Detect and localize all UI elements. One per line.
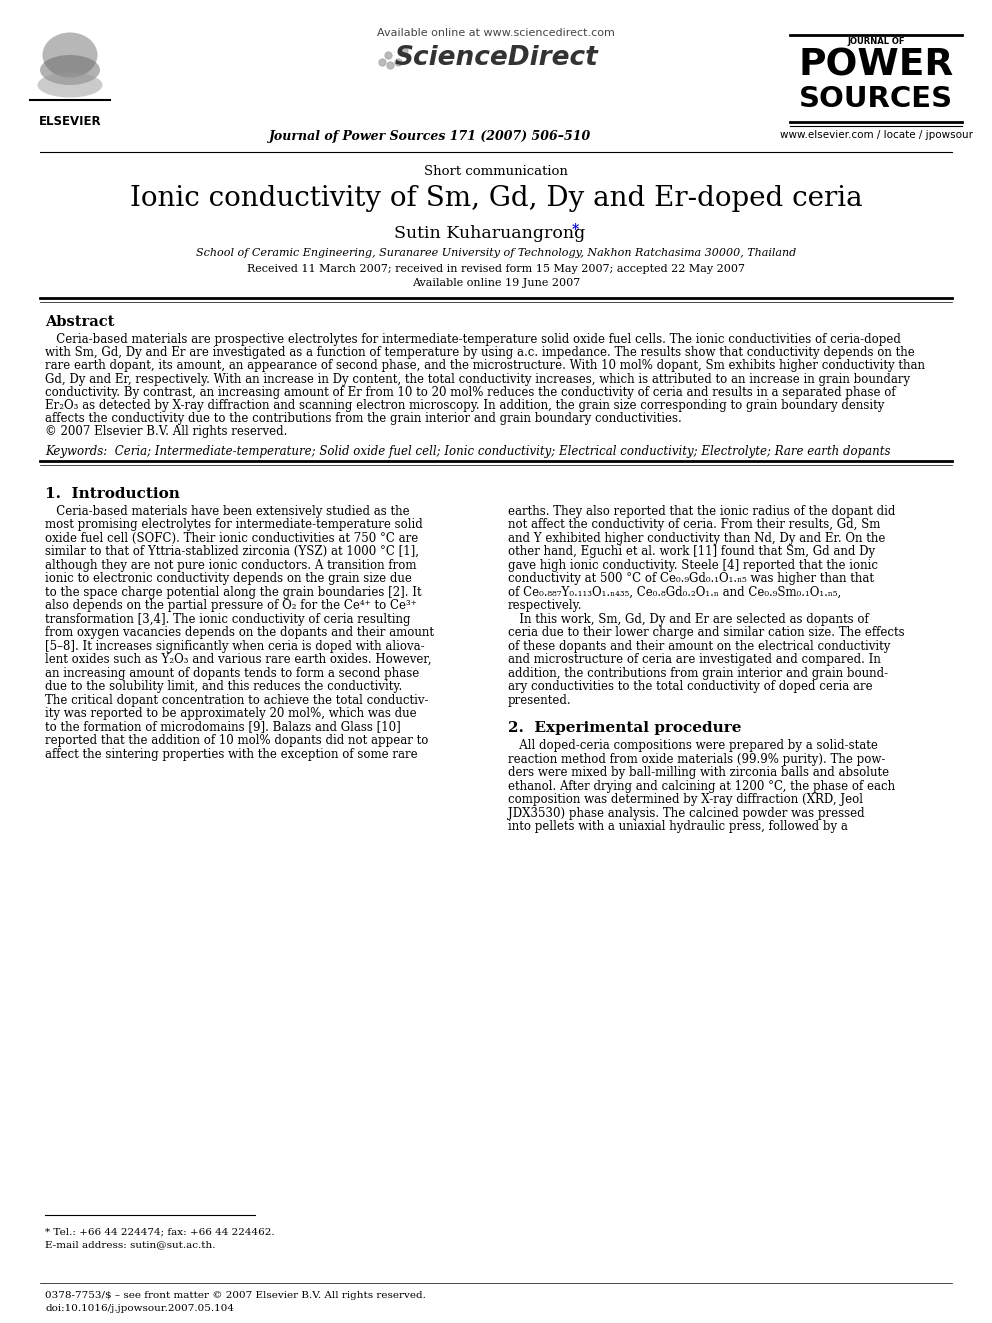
Text: [5–8]. It increases significantly when ceria is doped with aliova-: [5–8]. It increases significantly when c… xyxy=(45,639,425,652)
Text: rare earth dopant, its amount, an appearance of second phase, and the microstruc: rare earth dopant, its amount, an appear… xyxy=(45,360,925,372)
Text: 0378-7753/$ – see front matter © 2007 Elsevier B.V. All rights reserved.: 0378-7753/$ – see front matter © 2007 El… xyxy=(45,1291,426,1301)
Text: transformation [3,4]. The ionic conductivity of ceria resulting: transformation [3,4]. The ionic conducti… xyxy=(45,613,411,626)
Text: other hand, Eguchi et al. work [11] found that Sm, Gd and Dy: other hand, Eguchi et al. work [11] foun… xyxy=(508,545,875,558)
Text: Available online 19 June 2007: Available online 19 June 2007 xyxy=(412,278,580,288)
Text: into pellets with a uniaxial hydraulic press, followed by a: into pellets with a uniaxial hydraulic p… xyxy=(508,820,848,833)
Ellipse shape xyxy=(43,33,97,78)
Text: affect the sintering properties with the exception of some rare: affect the sintering properties with the… xyxy=(45,747,418,761)
Text: to the space charge potential along the grain boundaries [2]. It: to the space charge potential along the … xyxy=(45,586,422,598)
Text: JDX3530) phase analysis. The calcined powder was pressed: JDX3530) phase analysis. The calcined po… xyxy=(508,807,865,820)
Text: and microstructure of ceria are investigated and compared. In: and microstructure of ceria are investig… xyxy=(508,654,881,665)
Text: Abstract: Abstract xyxy=(45,315,114,329)
Text: affects the conductivity due to the contributions from the grain interior and gr: affects the conductivity due to the cont… xyxy=(45,413,682,425)
Text: POWER: POWER xyxy=(799,48,953,83)
Text: lent oxides such as Y₂O₃ and various rare earth oxides. However,: lent oxides such as Y₂O₃ and various rar… xyxy=(45,654,432,665)
Text: similar to that of Yttria-stablized zirconia (YSZ) at 1000 °C [1],: similar to that of Yttria-stablized zirc… xyxy=(45,545,419,558)
Text: Available online at www.sciencedirect.com: Available online at www.sciencedirect.co… xyxy=(377,28,615,38)
Text: respectively.: respectively. xyxy=(508,599,582,613)
Text: from oxygen vacancies depends on the dopants and their amount: from oxygen vacancies depends on the dop… xyxy=(45,626,434,639)
Text: reported that the addition of 10 mol% dopants did not appear to: reported that the addition of 10 mol% do… xyxy=(45,734,429,747)
Text: www.elsevier.com / locate / jpowsour: www.elsevier.com / locate / jpowsour xyxy=(780,130,972,140)
Text: Keywords:  Ceria; Intermediate-temperature; Solid oxide fuel cell; Ionic conduct: Keywords: Ceria; Intermediate-temperatur… xyxy=(45,445,891,458)
Text: © 2007 Elsevier B.V. All rights reserved.: © 2007 Elsevier B.V. All rights reserved… xyxy=(45,426,288,438)
Text: *: * xyxy=(572,224,579,237)
Text: JOURNAL OF: JOURNAL OF xyxy=(847,37,905,46)
Text: composition was determined by X-ray diffraction (XRD, Jeol: composition was determined by X-ray diff… xyxy=(508,792,863,806)
Text: Er₂O₃ as detected by X-ray diffraction and scanning electron microscopy. In addi: Er₂O₃ as detected by X-ray diffraction a… xyxy=(45,400,885,411)
Text: oxide fuel cell (SOFC). Their ionic conductivities at 750 °C are: oxide fuel cell (SOFC). Their ionic cond… xyxy=(45,532,419,545)
Text: an increasing amount of dopants tends to form a second phase: an increasing amount of dopants tends to… xyxy=(45,667,420,680)
Text: E-mail address: sutin@sut.ac.th.: E-mail address: sutin@sut.ac.th. xyxy=(45,1240,215,1249)
Text: Ceria-based materials have been extensively studied as the: Ceria-based materials have been extensiv… xyxy=(45,504,410,517)
Text: ders were mixed by ball-milling with zirconia balls and absolute: ders were mixed by ball-milling with zir… xyxy=(508,766,889,779)
Text: to the formation of microdomains [9]. Balazs and Glass [10]: to the formation of microdomains [9]. Ba… xyxy=(45,721,401,733)
Text: of these dopants and their amount on the electrical conductivity: of these dopants and their amount on the… xyxy=(508,639,891,652)
Text: ity was reported to be approximately 20 mol%, which was due: ity was reported to be approximately 20 … xyxy=(45,706,417,720)
Text: Ionic conductivity of Sm, Gd, Dy and Er-doped ceria: Ionic conductivity of Sm, Gd, Dy and Er-… xyxy=(130,185,862,212)
Text: ary conductivities to the total conductivity of doped ceria are: ary conductivities to the total conducti… xyxy=(508,680,873,693)
Text: most promising electrolytes for intermediate-temperature solid: most promising electrolytes for intermed… xyxy=(45,519,423,531)
Text: addition, the contributions from grain interior and grain bound-: addition, the contributions from grain i… xyxy=(508,667,888,680)
Text: 2.  Experimental procedure: 2. Experimental procedure xyxy=(508,721,741,736)
Text: doi:10.1016/j.jpowsour.2007.05.104: doi:10.1016/j.jpowsour.2007.05.104 xyxy=(45,1304,234,1312)
Text: also depends on the partial pressure of O₂ for the Ce⁴⁺ to Ce³⁺: also depends on the partial pressure of … xyxy=(45,599,417,613)
Text: SOURCES: SOURCES xyxy=(799,85,953,112)
Text: gave high ionic conductivity. Steele [4] reported that the ionic: gave high ionic conductivity. Steele [4]… xyxy=(508,558,878,572)
Text: Short communication: Short communication xyxy=(424,165,568,179)
Text: 1.  Introduction: 1. Introduction xyxy=(45,487,180,500)
Text: The critical dopant concentration to achieve the total conductiv-: The critical dopant concentration to ach… xyxy=(45,693,429,706)
Text: conductivity at 500 °C of Ce₀.₉Gd₀.₁O₁.ₙ₅ was higher than that: conductivity at 500 °C of Ce₀.₉Gd₀.₁O₁.ₙ… xyxy=(508,572,874,585)
Text: ethanol. After drying and calcining at 1200 °C, the phase of each: ethanol. After drying and calcining at 1… xyxy=(508,779,895,792)
Text: Ceria-based materials are prospective electrolytes for intermediate-temperature : Ceria-based materials are prospective el… xyxy=(45,333,901,347)
Text: ScienceDirect: ScienceDirect xyxy=(394,45,598,71)
Ellipse shape xyxy=(40,56,100,85)
Text: not affect the conductivity of ceria. From their results, Gd, Sm: not affect the conductivity of ceria. Fr… xyxy=(508,519,880,531)
Text: conductivity. By contrast, an increasing amount of Er from 10 to 20 mol% reduces: conductivity. By contrast, an increasing… xyxy=(45,386,896,398)
Text: Gd, Dy and Er, respectively. With an increase in Dy content, the total conductiv: Gd, Dy and Er, respectively. With an inc… xyxy=(45,373,910,385)
Text: presented.: presented. xyxy=(508,693,571,706)
Text: Journal of Power Sources 171 (2007) 506–510: Journal of Power Sources 171 (2007) 506–… xyxy=(269,130,591,143)
Text: School of Ceramic Engineering, Suranaree University of Technology, Nakhon Ratcha: School of Ceramic Engineering, Suranaree… xyxy=(195,247,797,258)
Text: although they are not pure ionic conductors. A transition from: although they are not pure ionic conduct… xyxy=(45,558,417,572)
Ellipse shape xyxy=(38,73,102,98)
Text: Sutin Kuharuangrong: Sutin Kuharuangrong xyxy=(395,225,585,242)
Text: * Tel.: +66 44 224474; fax: +66 44 224462.: * Tel.: +66 44 224474; fax: +66 44 22446… xyxy=(45,1226,275,1236)
Text: In this work, Sm, Gd, Dy and Er are selected as dopants of: In this work, Sm, Gd, Dy and Er are sele… xyxy=(508,613,869,626)
Text: earths. They also reported that the ionic radius of the dopant did: earths. They also reported that the ioni… xyxy=(508,504,896,517)
Text: reaction method from oxide materials (99.9% purity). The pow-: reaction method from oxide materials (99… xyxy=(508,753,886,766)
Text: ionic to electronic conductivity depends on the grain size due: ionic to electronic conductivity depends… xyxy=(45,572,412,585)
Text: Received 11 March 2007; received in revised form 15 May 2007; accepted 22 May 20: Received 11 March 2007; received in revi… xyxy=(247,265,745,274)
Text: of Ce₀.₈₈₇Y₀.₁₁₃O₁.ₙ₄₃₅, Ce₀.₈Gd₀.₂O₁.ₙ and Ce₀.₉Sm₀.₁O₁.ₙ₅,: of Ce₀.₈₈₇Y₀.₁₁₃O₁.ₙ₄₃₅, Ce₀.₈Gd₀.₂O₁.ₙ … xyxy=(508,586,841,598)
Text: ELSEVIER: ELSEVIER xyxy=(39,115,101,128)
Text: with Sm, Gd, Dy and Er are investigated as a function of temperature by using a.: with Sm, Gd, Dy and Er are investigated … xyxy=(45,347,915,360)
Text: and Y exhibited higher conductivity than Nd, Dy and Er. On the: and Y exhibited higher conductivity than… xyxy=(508,532,886,545)
Text: due to the solubility limit, and this reduces the conductivity.: due to the solubility limit, and this re… xyxy=(45,680,402,693)
Text: ceria due to their lower charge and similar cation size. The effects: ceria due to their lower charge and simi… xyxy=(508,626,905,639)
Text: All doped-ceria compositions were prepared by a solid-state: All doped-ceria compositions were prepar… xyxy=(508,740,878,751)
